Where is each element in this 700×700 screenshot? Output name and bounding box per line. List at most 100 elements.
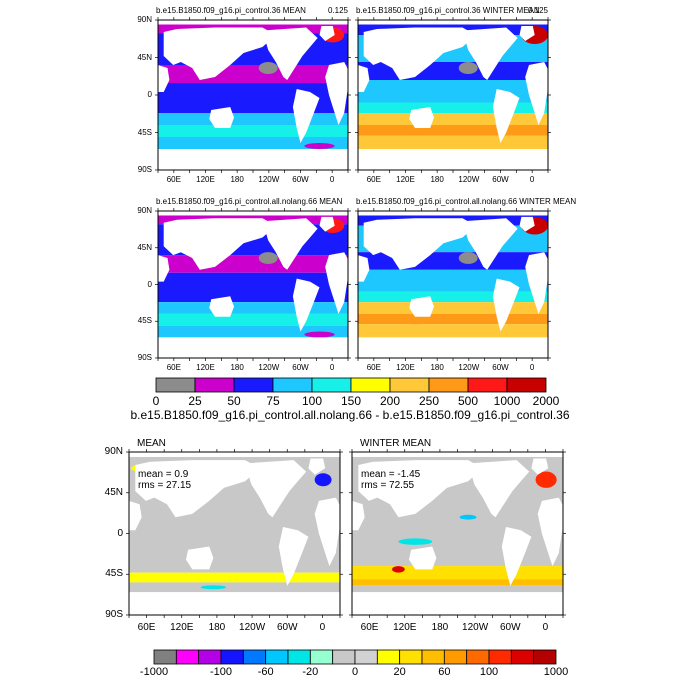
lon-label: 0 [542,622,549,633]
top-map-panel-0 [155,17,351,173]
field-band [358,113,548,125]
field-patch [200,585,227,590]
land-mask [319,216,335,232]
land-mask [262,218,318,270]
field-patch [459,514,477,520]
lon-label: 120W [258,363,280,372]
lon-label: 120E [393,622,417,633]
field-patch [458,62,478,74]
colorbar-swatch [389,377,430,393]
colorbar-label: -1000 [139,666,169,678]
lon-label: 0 [329,175,335,184]
land-mask [358,337,548,358]
field-band [158,65,348,83]
lat-label: 45S [137,127,152,137]
lat-label: 45S [105,568,123,580]
land-mask [325,252,348,314]
colorbar-swatch [272,377,313,393]
land-mask [462,218,518,270]
lat-label: 90N [137,206,152,216]
colorbar-swatch [198,649,222,665]
colorbar-label: 250 [418,394,440,408]
lon-label: 180 [230,363,244,372]
colorbar-label: -100 [209,666,233,678]
land-mask [135,460,260,518]
lon-label: 180 [430,175,444,184]
field-band [358,80,548,103]
colorbar-label: 150 [340,394,362,408]
colorbar-swatch [443,649,468,665]
colorbar-title: b.e15.B1850.f09_g16.pi_control.all.nolan… [130,408,570,422]
top-map-panel-1 [355,17,551,173]
colorbar-label: 0 [152,394,160,408]
colorbar-swatch [506,377,547,393]
field-band [358,135,548,149]
top-map-panel-3 [355,208,551,361]
land-mask [462,27,518,80]
land-mask [352,452,563,457]
panel-title: b.e15.B1850.f09_g16.pi_control.all.nolan… [356,197,577,206]
land-mask [158,20,348,25]
land-mask [358,149,548,170]
lon-label: 120W [239,622,266,633]
panel-title: b.e15.B1850.f09_g16.pi_control.36 MEAN [156,6,306,15]
lon-label: 0 [529,363,535,372]
colorbar-label: 25 [188,394,202,408]
field-patch [396,126,434,136]
lat-label: 90N [137,15,152,25]
panel-title: b.e15.B1850.f09_g16.pi_control.36 WINTER… [356,6,540,15]
colorbar-swatch [233,377,274,393]
colorbar-swatch [510,649,535,665]
lon-label: 0 [329,363,335,372]
field-patch [458,252,478,264]
land-mask [129,452,340,457]
colorbar-label: 100 [479,666,499,678]
field-patch [304,331,335,338]
lon-label: 180 [430,363,444,372]
lon-label: 120E [170,622,194,633]
land-mask [468,460,530,518]
field-band [158,302,348,314]
colorbar-swatch [466,649,490,665]
colorbar-swatch [376,649,401,665]
lon-label: 60W [492,175,509,184]
colorbar-label: 0 [351,666,359,678]
field-patch [392,566,405,573]
field-patch [258,252,278,264]
land-mask [409,107,434,128]
land-mask [209,107,234,128]
land-mask [245,460,307,518]
field-band [158,113,348,125]
land-mask [537,497,563,567]
field-band [358,125,548,136]
lat-label: 45S [137,316,152,326]
land-mask [358,211,548,216]
panel-title: WINTER MEAN [360,438,432,449]
field-patch [396,315,434,325]
land-mask [519,216,535,232]
field-band [352,585,563,593]
colorbar-label: 75 [266,394,280,408]
colorbar-swatch [350,377,391,393]
land-mask [358,65,370,92]
land-mask [262,27,318,80]
lon-label: 120E [396,363,415,372]
rms-value: rms = 27.15 [138,480,192,491]
field-band [129,582,340,593]
lon-label: 60E [366,175,381,184]
panel-corner-value: 0.125 [327,6,348,15]
lon-label: 60E [366,363,381,372]
lon-label: 60W [292,175,309,184]
field-patch [258,62,278,74]
colorbar-swatch [488,649,512,665]
lat-label: 0 [147,279,152,289]
colorbar-label: -20 [302,666,319,678]
lon-label: 120W [458,363,480,372]
field-band [358,102,548,113]
field-band [358,291,548,303]
colorbar-swatch [220,649,244,665]
colorbar-label: 20 [393,666,406,678]
colorbar-swatch [265,649,289,665]
lat-label: 0 [117,527,123,539]
field-band [158,255,348,273]
